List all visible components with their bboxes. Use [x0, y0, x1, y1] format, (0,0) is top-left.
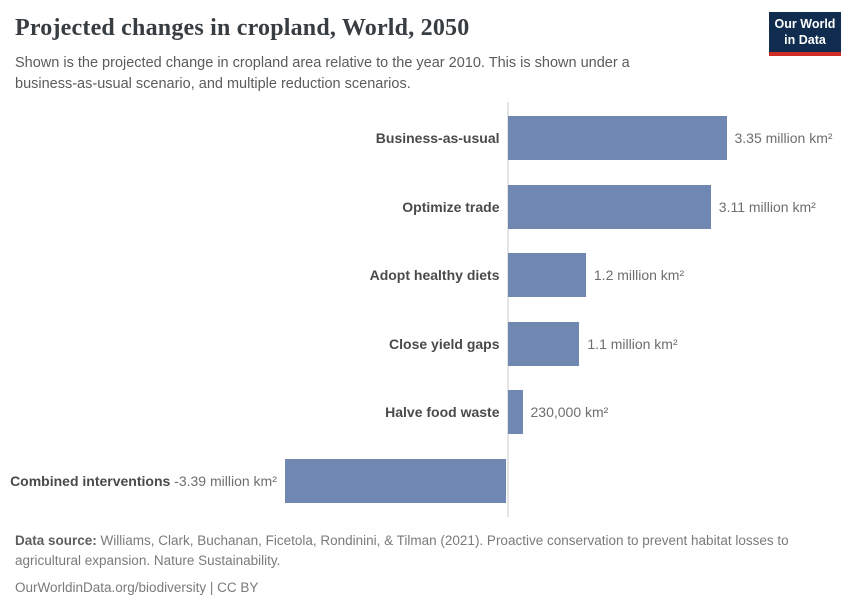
category-label: Business-as-usual [375, 130, 500, 146]
bar-business-as-usual[interactable] [507, 116, 727, 160]
value-label: 3.11 million km² [718, 199, 816, 215]
bar-combined-interventions[interactable] [284, 459, 507, 503]
bar-halve-food-waste[interactable] [507, 390, 523, 434]
value-label: 3.35 million km² [734, 130, 833, 146]
value-label: -3.39 million km² [170, 473, 277, 489]
data-source-label: Data source: [15, 533, 97, 548]
bar-close-yield-gaps[interactable] [507, 322, 580, 366]
bar-adopt-healthy-diets[interactable] [507, 253, 586, 297]
value-label: 1.2 million km² [593, 267, 685, 283]
owid-license-link[interactable]: OurWorldinData.org/biodiversity | CC BY [15, 579, 259, 595]
chart-footer: Data source: Williams, Clark, Buchanan, … [15, 531, 837, 598]
y-axis-line [506, 102, 509, 517]
bar-optimize-trade[interactable] [507, 185, 711, 229]
data-source-text: Williams, Clark, Buchanan, Ficetola, Ron… [15, 533, 789, 568]
owid-logo[interactable]: Our World in Data [769, 12, 841, 57]
category-label: Optimize trade [402, 199, 500, 215]
chart-subtitle: Shown is the projected change in croplan… [15, 55, 630, 93]
category-label: Halve food waste [385, 404, 500, 420]
value-label: 1.1 million km² [587, 336, 678, 352]
owid-logo-line1: Our World [774, 17, 836, 31]
page-title: Projected changes in cropland, World, 20… [15, 15, 470, 41]
category-label: Close yield gaps [389, 336, 500, 352]
category-label: Combined interventions -3.39 million km² [0, 459, 277, 503]
data-source-note: Data source: Williams, Clark, Buchanan, … [15, 531, 837, 571]
owid-logo-line2: in Data [784, 32, 826, 47]
category-label: Adopt healthy diets [369, 267, 500, 283]
value-label: 230,000 km² [530, 404, 609, 420]
category-label-text: Combined interventions [10, 473, 171, 489]
